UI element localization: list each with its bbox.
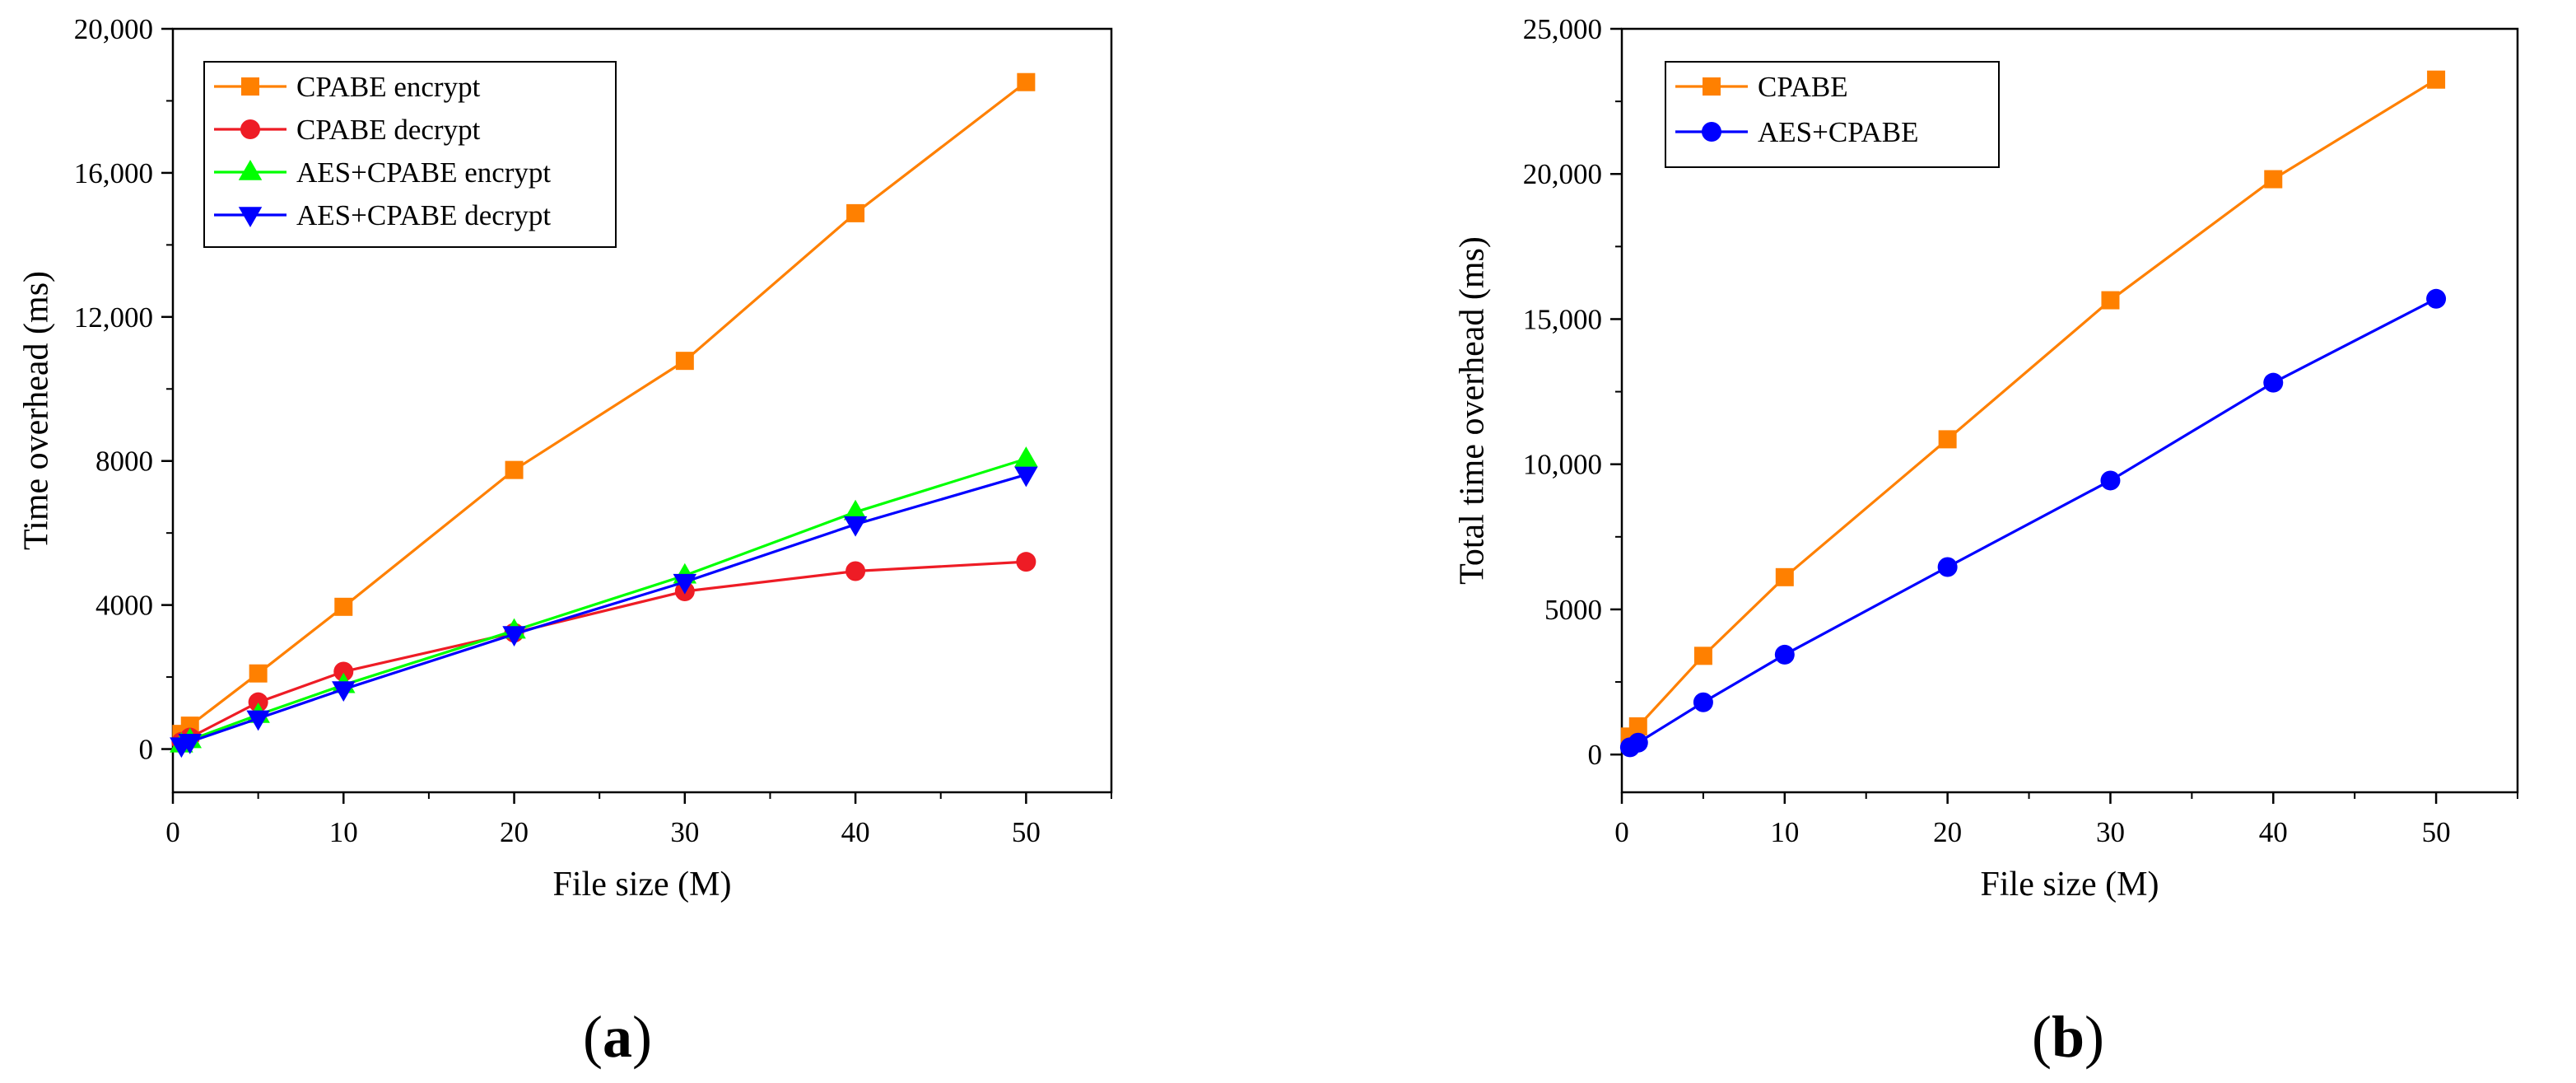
series-cpabe-decrypt bbox=[171, 552, 1036, 752]
data-point bbox=[1937, 557, 1958, 577]
series-aes-cpabe bbox=[1619, 288, 2447, 758]
x-tick-label: 10 bbox=[1770, 816, 1799, 848]
series-line bbox=[1629, 297, 2437, 749]
series-line bbox=[180, 473, 1027, 747]
y-tick-label: 8000 bbox=[95, 446, 153, 478]
data-point bbox=[2100, 470, 2121, 491]
data-point bbox=[1014, 446, 1038, 467]
panel-label: (a) bbox=[583, 1004, 652, 1070]
chart-panel-b: 0 10 20 30 40 50 0 5000 10,000 15,000 20,000 25,000… bbox=[1454, 13, 2519, 1070]
legend-label: CPABE bbox=[1758, 71, 1848, 103]
data-point bbox=[1774, 644, 1795, 665]
data-point bbox=[2263, 372, 2284, 393]
y-tick-label: 10,000 bbox=[1523, 449, 1602, 481]
plot-frame bbox=[171, 27, 1113, 794]
legend-label: CPABE decrypt bbox=[296, 114, 481, 146]
y-tick-label: 20,000 bbox=[1523, 158, 1602, 190]
legend-label: AES+CPABE decrypt bbox=[296, 199, 551, 231]
data-point bbox=[843, 516, 868, 537]
series-line bbox=[1628, 78, 2437, 738]
legend-marker bbox=[241, 77, 259, 96]
x-tick-label: 20 bbox=[500, 816, 529, 848]
data-point bbox=[1693, 647, 1712, 665]
series-cpabe bbox=[1620, 70, 2446, 746]
y-tick-label: 16,000 bbox=[74, 157, 153, 189]
x-tick-label: 50 bbox=[1012, 816, 1041, 848]
data-point bbox=[332, 681, 356, 702]
x-tick-label: 50 bbox=[2422, 816, 2451, 848]
data-point bbox=[178, 734, 202, 754]
y-tick-label: 5000 bbox=[1544, 594, 1602, 626]
legend-marker bbox=[238, 207, 263, 227]
data-point bbox=[1017, 72, 1036, 91]
data-point bbox=[1628, 732, 1648, 753]
x-axis-label: File size (M) bbox=[1981, 866, 2159, 903]
legend-label: AES+CPABE bbox=[1758, 116, 1918, 148]
data-point bbox=[675, 352, 694, 371]
chart-panel-a: 0 10 20 30 40 50 0 4000 8000 12,000 16,000 20,000 Fi… bbox=[18, 13, 1113, 1070]
data-point bbox=[1693, 692, 1713, 712]
legend-marker bbox=[238, 160, 263, 180]
data-point bbox=[1628, 717, 1647, 735]
legend-marker bbox=[240, 119, 260, 139]
panel-label: (b) bbox=[2032, 1004, 2104, 1070]
series-line bbox=[180, 560, 1027, 744]
data-point bbox=[2101, 291, 2120, 310]
y-axis-label: Time overhead (ms) bbox=[18, 271, 56, 550]
legend-marker bbox=[1702, 122, 1721, 142]
data-point bbox=[843, 499, 868, 520]
data-point bbox=[673, 573, 697, 595]
data-point bbox=[502, 626, 526, 647]
y-tick-label: 0 bbox=[1588, 739, 1603, 771]
data-point bbox=[505, 460, 524, 479]
data-point bbox=[1014, 466, 1038, 488]
data-point bbox=[2427, 70, 2446, 89]
y-tick-label: 20,000 bbox=[74, 13, 153, 45]
series-line bbox=[180, 81, 1027, 735]
data-point bbox=[249, 664, 268, 683]
y-axis-label: Total time overhead (ms) bbox=[1454, 236, 1492, 585]
legend: CPABE AES+CPABE bbox=[1665, 61, 2000, 168]
x-tick-label: 40 bbox=[841, 816, 870, 848]
x-axis-label: File size (M) bbox=[553, 866, 732, 903]
data-point bbox=[2426, 288, 2447, 309]
y-tick-label: 12,000 bbox=[74, 301, 153, 334]
data-point bbox=[248, 692, 268, 712]
data-point bbox=[845, 561, 866, 581]
data-point bbox=[1775, 567, 1794, 586]
x-tick-label: 10 bbox=[329, 816, 358, 848]
plot-frame bbox=[1620, 27, 2519, 794]
data-point bbox=[1016, 552, 1036, 572]
legend-box bbox=[1665, 61, 2000, 168]
x-tick-label: 40 bbox=[2259, 816, 2288, 848]
x-tick-label: 0 bbox=[1614, 816, 1629, 848]
y-tick-label: 25,000 bbox=[1523, 13, 1602, 45]
series-aes-cpabe-decrypt bbox=[170, 466, 1038, 759]
y-tick-label: 0 bbox=[139, 734, 154, 766]
legend-label: CPABE encrypt bbox=[296, 71, 481, 103]
x-tick-label: 20 bbox=[1933, 816, 1962, 848]
data-point bbox=[846, 203, 865, 222]
legend-marker bbox=[1703, 77, 1721, 96]
series-line bbox=[180, 457, 1027, 746]
data-point bbox=[246, 710, 270, 731]
series-aes-cpabe-encrypt bbox=[170, 446, 1038, 753]
data-point bbox=[333, 661, 354, 682]
data-point bbox=[1938, 430, 1957, 449]
legend: CPABE encrypt CPABE decrypt AES+CPABE encr… bbox=[203, 61, 617, 248]
x-tick-label: 30 bbox=[2096, 816, 2125, 848]
data-point bbox=[334, 597, 353, 616]
x-tick-label: 30 bbox=[670, 816, 699, 848]
data-point bbox=[2264, 170, 2283, 189]
y-tick-label: 4000 bbox=[95, 590, 153, 622]
x-tick-label: 0 bbox=[165, 816, 180, 848]
y-tick-label: 15,000 bbox=[1523, 303, 1602, 335]
legend-label: AES+CPABE encrypt bbox=[296, 156, 551, 189]
